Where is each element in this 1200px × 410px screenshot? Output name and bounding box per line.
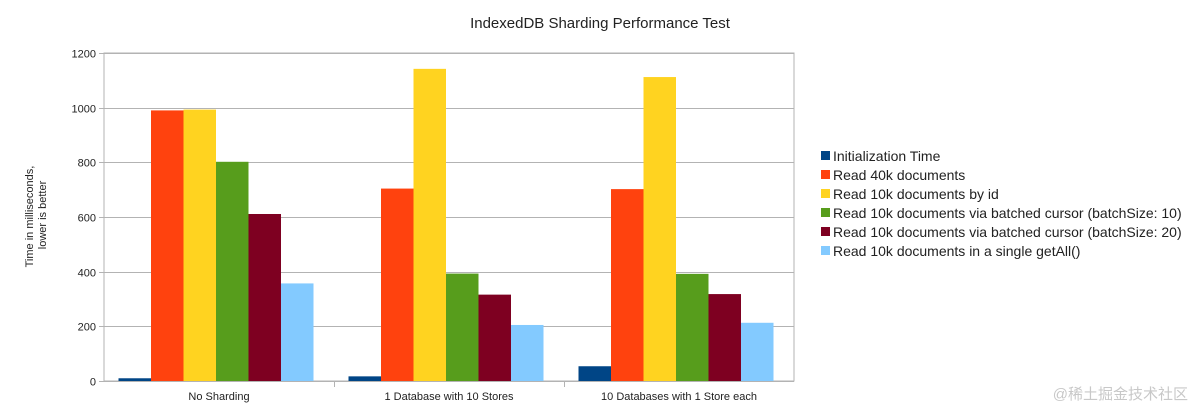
y-tick-label: 1000 bbox=[72, 104, 96, 116]
y-tick-label: 1200 bbox=[72, 49, 96, 61]
bar bbox=[741, 322, 774, 381]
y-axis-label: Time in milliseconds, lower is better bbox=[24, 163, 49, 268]
legend-label: Initialization Time bbox=[833, 148, 941, 164]
bar bbox=[348, 376, 381, 381]
legend-label: Read 40k documents bbox=[833, 167, 965, 183]
legend-swatch bbox=[821, 246, 830, 255]
bar bbox=[216, 161, 249, 381]
y-tick-label: 400 bbox=[78, 268, 96, 280]
bar bbox=[643, 77, 676, 381]
legend: Initialization Time Read 40k documents Rea… bbox=[821, 148, 1182, 259]
legend-swatch bbox=[821, 170, 830, 179]
y-axis-label-line-1: Time in milliseconds, bbox=[24, 166, 36, 268]
legend-swatch bbox=[821, 227, 830, 236]
bar bbox=[708, 294, 741, 381]
x-category-label: 1 Database with 10 Stores bbox=[384, 391, 514, 403]
bar bbox=[118, 378, 151, 381]
legend-swatch bbox=[821, 189, 830, 198]
x-category-label: No Sharding bbox=[188, 391, 249, 403]
bar bbox=[183, 109, 216, 381]
legend-swatch bbox=[821, 208, 830, 217]
bar bbox=[611, 189, 644, 381]
y-tick-label: 200 bbox=[78, 322, 96, 334]
bar bbox=[381, 188, 414, 381]
legend-label: Read 10k documents via batched cursor (b… bbox=[833, 205, 1182, 221]
chart-title: IndexedDB Sharding Performance Test bbox=[470, 15, 731, 32]
legend-label: Read 10k documents by id bbox=[833, 186, 999, 202]
legend-label: Read 10k documents via batched cursor (b… bbox=[833, 224, 1182, 240]
y-tick-label: 600 bbox=[78, 213, 96, 225]
bar bbox=[248, 213, 281, 381]
legend-label: Read 10k documents in a single getAll() bbox=[833, 243, 1080, 259]
bar bbox=[578, 366, 611, 381]
y-tick-label: 0 bbox=[90, 377, 96, 389]
bars bbox=[118, 68, 774, 382]
bar bbox=[511, 324, 544, 381]
x-category-label: 10 Databases with 1 Store each bbox=[601, 391, 757, 403]
bar bbox=[281, 283, 314, 381]
bar bbox=[478, 294, 511, 381]
legend-swatch bbox=[821, 151, 830, 160]
axes: 0 200 400 600 800 1000 1200 No Sharding 1 Databa… bbox=[72, 49, 794, 403]
y-axis-label-line-2: lower is better bbox=[37, 180, 49, 249]
watermark: @稀土掘金技术社区 bbox=[1053, 386, 1188, 403]
bar bbox=[676, 273, 709, 381]
bar bbox=[446, 273, 479, 381]
y-tick-label: 800 bbox=[78, 158, 96, 170]
bar bbox=[413, 68, 446, 381]
bar bbox=[151, 110, 184, 382]
